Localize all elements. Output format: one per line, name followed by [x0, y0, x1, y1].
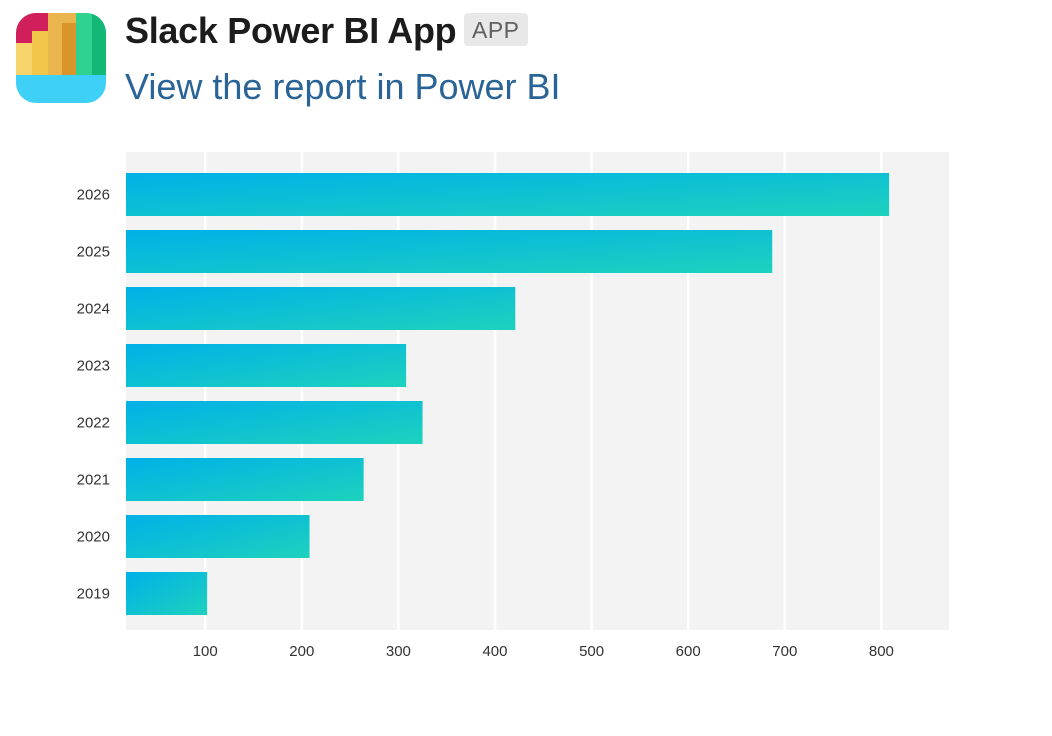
bar-2019[interactable]	[126, 572, 208, 615]
x-tick-label: 300	[386, 643, 411, 660]
bar-2022[interactable]	[126, 401, 423, 444]
bar-2023[interactable]	[126, 344, 407, 387]
x-tick-label: 800	[869, 643, 894, 660]
y-category-label: 2020	[77, 529, 110, 546]
app-name[interactable]: Slack Power BI App	[125, 10, 457, 51]
bar-2020[interactable]	[126, 515, 310, 558]
bar-2025[interactable]	[126, 230, 773, 273]
view-report-link[interactable]: View the report in Power BI	[125, 66, 561, 107]
y-category-label: 2026	[77, 187, 110, 204]
y-category-label: 2022	[77, 415, 110, 432]
bar-2026[interactable]	[126, 173, 890, 216]
y-category-label: 2024	[77, 301, 110, 318]
x-tick-label: 400	[482, 643, 507, 660]
x-tick-label: 700	[772, 643, 797, 660]
x-tick-label: 100	[193, 643, 218, 660]
plot-area	[126, 152, 949, 630]
y-category-label: 2025	[77, 244, 110, 261]
x-tick-label: 200	[289, 643, 314, 660]
y-category-label: 2023	[77, 358, 110, 375]
y-category-label: 2021	[77, 472, 110, 489]
app-badge: APP	[464, 13, 528, 46]
bar-2021[interactable]	[126, 458, 364, 501]
x-tick-label: 600	[676, 643, 701, 660]
bar-2024[interactable]	[126, 287, 516, 330]
y-category-label: 2019	[77, 586, 110, 603]
power-bi-logo-icon[interactable]	[16, 13, 106, 103]
x-tick-label: 500	[579, 643, 604, 660]
